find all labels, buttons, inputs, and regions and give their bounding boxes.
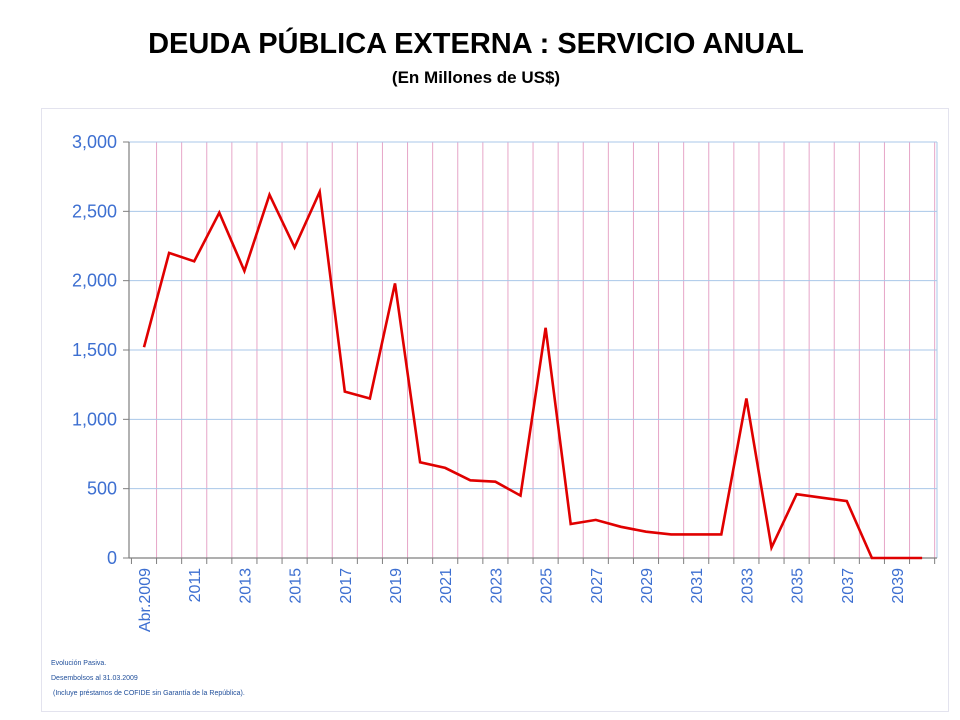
x-tick-label: 2021 <box>438 568 455 604</box>
y-tick-label: 3,000 <box>72 132 117 152</box>
y-tick-label: 1,500 <box>72 340 117 360</box>
x-tick-label: 2027 <box>589 568 606 604</box>
x-tick-label: Abr.2009 <box>137 568 154 632</box>
x-tick-label: 2019 <box>388 568 405 604</box>
y-tick-label: 0 <box>107 548 117 568</box>
chart-frame <box>41 108 949 712</box>
x-tick-label: 2011 <box>187 568 204 603</box>
y-tick-label: 2,500 <box>72 201 117 221</box>
note-cofide: (Incluye préstamos de COFIDE sin Garantí… <box>53 690 245 697</box>
series-line <box>142 187 923 560</box>
y-tick-label: 2,000 <box>72 271 117 291</box>
y-tick-label: 1,000 <box>72 409 117 429</box>
chart-title: DEUDA PÚBLICA EXTERNA : SERVICIO ANUAL <box>148 28 804 60</box>
x-tick-label: 2039 <box>890 568 907 604</box>
x-tick-label: 2023 <box>488 568 505 604</box>
x-tick-label: 2035 <box>790 568 807 604</box>
x-tick-label: 2037 <box>840 568 857 604</box>
y-tick-label: 500 <box>87 479 117 499</box>
x-tick-label: 2015 <box>288 568 305 604</box>
x-tick-label: 2013 <box>237 568 254 604</box>
x-tick-label: 2033 <box>739 568 756 604</box>
x-tick-label: 2029 <box>639 568 656 604</box>
note-desembolsos: Desembolsos al 31.03.2009 <box>51 675 138 682</box>
chart-subtitle: (En Millones de US$) <box>391 68 561 87</box>
x-tick-label: 2031 <box>689 568 706 604</box>
note-evolucion: Evolución Pasiva. <box>51 660 107 667</box>
x-tick-label: 2025 <box>539 568 556 604</box>
x-tick-label: 2017 <box>338 568 355 604</box>
